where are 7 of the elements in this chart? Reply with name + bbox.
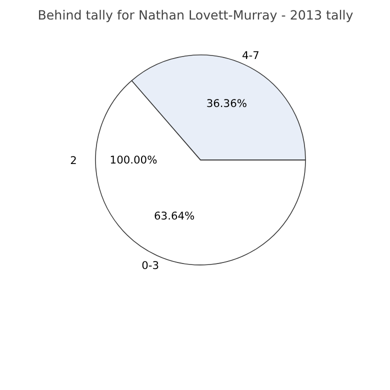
slice-label: 0-3	[142, 258, 160, 272]
data-label: 36.36%	[206, 97, 247, 110]
text: 2	[70, 154, 77, 167]
chart-title: Behind tally for Nathan Lovett-Murray - 2013 tally	[38, 8, 354, 22]
slice-label: 4-7	[242, 49, 260, 62]
text: 100.00%	[110, 153, 158, 166]
data-label: 63.64%	[154, 210, 195, 223]
